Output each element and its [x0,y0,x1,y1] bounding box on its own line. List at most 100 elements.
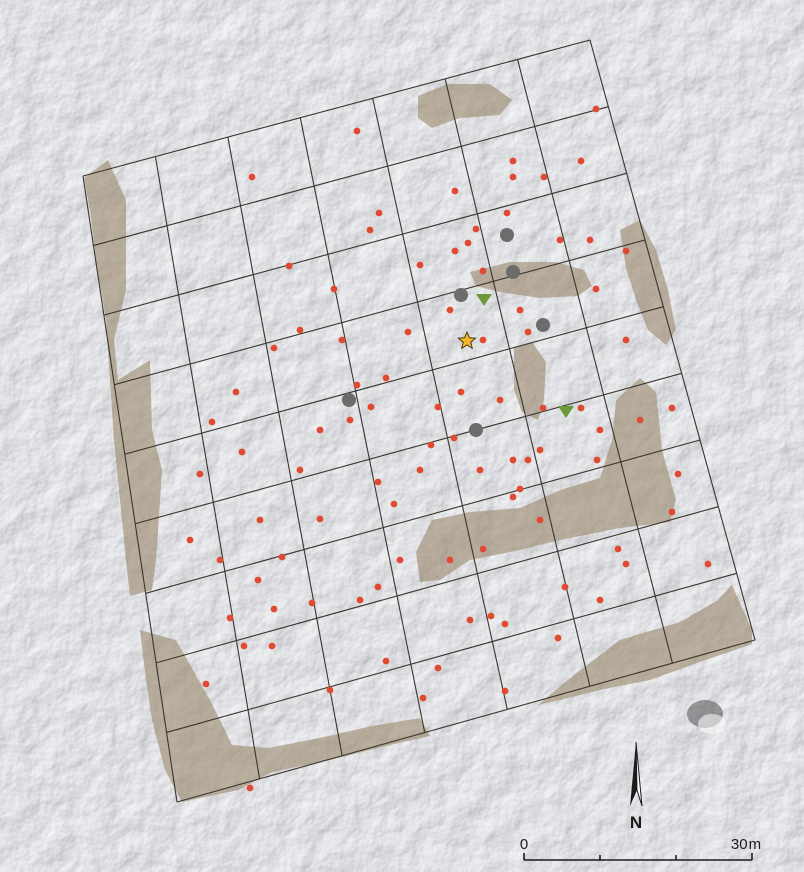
small-find-point [577,157,585,165]
small-find-point [346,416,354,424]
small-find-point [539,404,547,412]
feature-band [416,378,676,582]
grid-line-horizontal [103,172,627,316]
small-find-point [554,634,562,642]
large-find-point [500,228,514,242]
small-find-point [196,470,204,478]
small-find-point [622,247,630,255]
small-find-point [596,426,604,434]
small-find-point [270,344,278,352]
grid-line-vertical [589,39,756,641]
feature-band [538,585,752,705]
small-find-point [479,336,487,344]
grid-line-vertical [372,98,508,710]
large-find-point [342,393,356,407]
small-find-point [446,556,454,564]
grid-line-vertical [82,175,178,803]
small-find-point [476,466,484,474]
small-find-point [382,657,390,665]
small-find-point [593,456,601,464]
small-find-point [353,381,361,389]
small-find-point [330,285,338,293]
small-find-point [238,448,246,456]
grid-line-horizontal [135,372,682,525]
small-find-point [375,209,383,217]
star-find-icon [457,330,477,350]
small-find-point [338,336,346,344]
small-find-point [466,616,474,624]
small-find-point [296,326,304,334]
small-find-point [353,127,361,135]
scale-end-value: 30 [731,836,748,853]
small-find-point [451,247,459,255]
grid-line-vertical [299,117,426,733]
triangle-find-point [476,294,492,306]
small-find-point [416,466,424,474]
small-find-point [202,680,210,688]
small-find-point [674,470,682,478]
small-find-point [509,456,517,464]
feature-band [620,220,676,345]
small-find-point [270,605,278,613]
small-find-point [240,642,248,650]
small-find-point [577,404,585,412]
small-find-point [622,560,630,568]
small-find-point [509,173,517,181]
small-find-point [326,686,334,694]
feature-band [140,630,430,802]
large-find-point [506,265,520,279]
north-arrow: N [630,741,643,832]
small-find-point [446,306,454,314]
scale-bar: 0 30m [520,836,761,861]
small-find-point [382,374,390,382]
small-find-point [501,687,509,695]
grid-line-horizontal [176,639,756,803]
small-find-point [509,493,517,501]
small-find-point [285,262,293,270]
grid-line-vertical [517,59,673,664]
small-find-point [316,426,324,434]
small-find-point [434,403,442,411]
small-find-point [419,694,427,702]
small-find-point [256,516,264,524]
large-find-point [469,423,483,437]
small-find-point [472,225,480,233]
grid-line-vertical [154,156,261,779]
feature-band [418,84,512,128]
small-find-point [374,583,382,591]
small-find-point [296,466,304,474]
small-find-point [254,576,262,584]
small-find-point [536,446,544,454]
small-find-point [316,515,324,523]
small-find-point [356,596,364,604]
small-find-point [226,614,234,622]
small-find-point [434,664,442,672]
small-find-point [278,553,286,561]
small-find-point [374,478,382,486]
small-find-point [536,516,544,524]
small-find-point [390,500,398,508]
large-find-point [454,288,468,302]
small-find-point [232,388,240,396]
small-find-point [248,173,256,181]
small-find-point [308,599,316,607]
small-find-point [516,306,524,314]
small-find-point [396,556,404,564]
grid-line-horizontal [145,439,701,594]
small-find-point [592,105,600,113]
star-find-layer [457,330,477,350]
small-find-point [367,403,375,411]
north-label: N [630,813,642,832]
small-find-point [451,187,459,195]
small-find-point [487,612,495,620]
triangle-finds-layer [476,294,574,418]
small-find-point [556,236,564,244]
grid-line-horizontal [155,506,719,664]
large-find-point [536,318,550,332]
small-find-point [561,583,569,591]
small-find-point [704,560,712,568]
grid-line-horizontal [114,239,646,386]
small-find-point [524,456,532,464]
small-find-point [404,328,412,336]
small-find-point [208,418,216,426]
